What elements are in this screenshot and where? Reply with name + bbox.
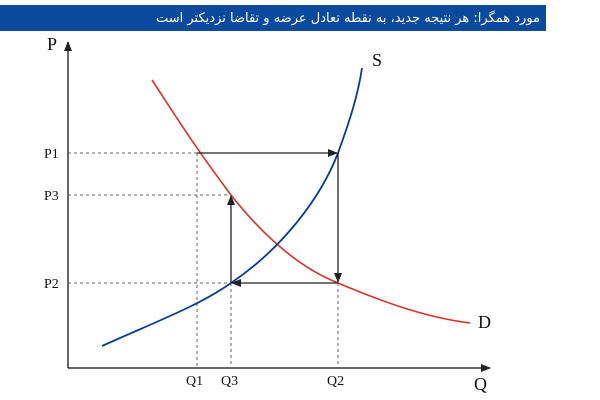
x-tick-label: Q3 [221, 374, 238, 389]
p-axis-label: P [47, 34, 57, 54]
x-tick-label: Q2 [327, 374, 344, 389]
guides [68, 152, 339, 368]
demand-curve [151, 79, 471, 324]
title: مورد همگرا: هر نتیجه جدید، به نقطه تعادل… [156, 10, 540, 26]
supply-curve [101, 67, 363, 347]
q-axis-label: Q [474, 374, 487, 394]
y-tick-label: P3 [44, 189, 59, 204]
y-tick-label: P2 [44, 277, 59, 292]
title-banner [0, 5, 546, 31]
cobweb-arrows [197, 149, 342, 287]
supply-label: S [372, 50, 382, 70]
y-tick-label: P1 [44, 147, 59, 162]
x-tick-label: Q1 [186, 374, 203, 389]
demand-label: D [478, 312, 491, 332]
